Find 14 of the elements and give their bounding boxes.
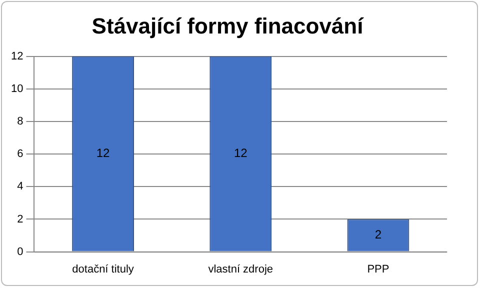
y-tick-label: 12 bbox=[10, 50, 24, 62]
y-tick-label: 4 bbox=[17, 180, 24, 193]
y-tick-label: 8 bbox=[17, 116, 24, 128]
chart-title: Stávající formy finacování bbox=[92, 13, 364, 38]
y-tick-label: 2 bbox=[17, 213, 24, 226]
data-label: 12 bbox=[234, 146, 248, 160]
x-tick-label: PPP bbox=[367, 263, 390, 276]
y-tick-label: 0 bbox=[17, 246, 24, 258]
x-tick-label: dotační tituly bbox=[72, 263, 134, 276]
x-tick-label: vlastní zdroje bbox=[208, 263, 274, 276]
y-tick-label: 6 bbox=[17, 148, 24, 160]
data-label: 2 bbox=[374, 228, 382, 242]
y-tick-label: 10 bbox=[10, 83, 24, 95]
data-label: 12 bbox=[96, 146, 110, 160]
